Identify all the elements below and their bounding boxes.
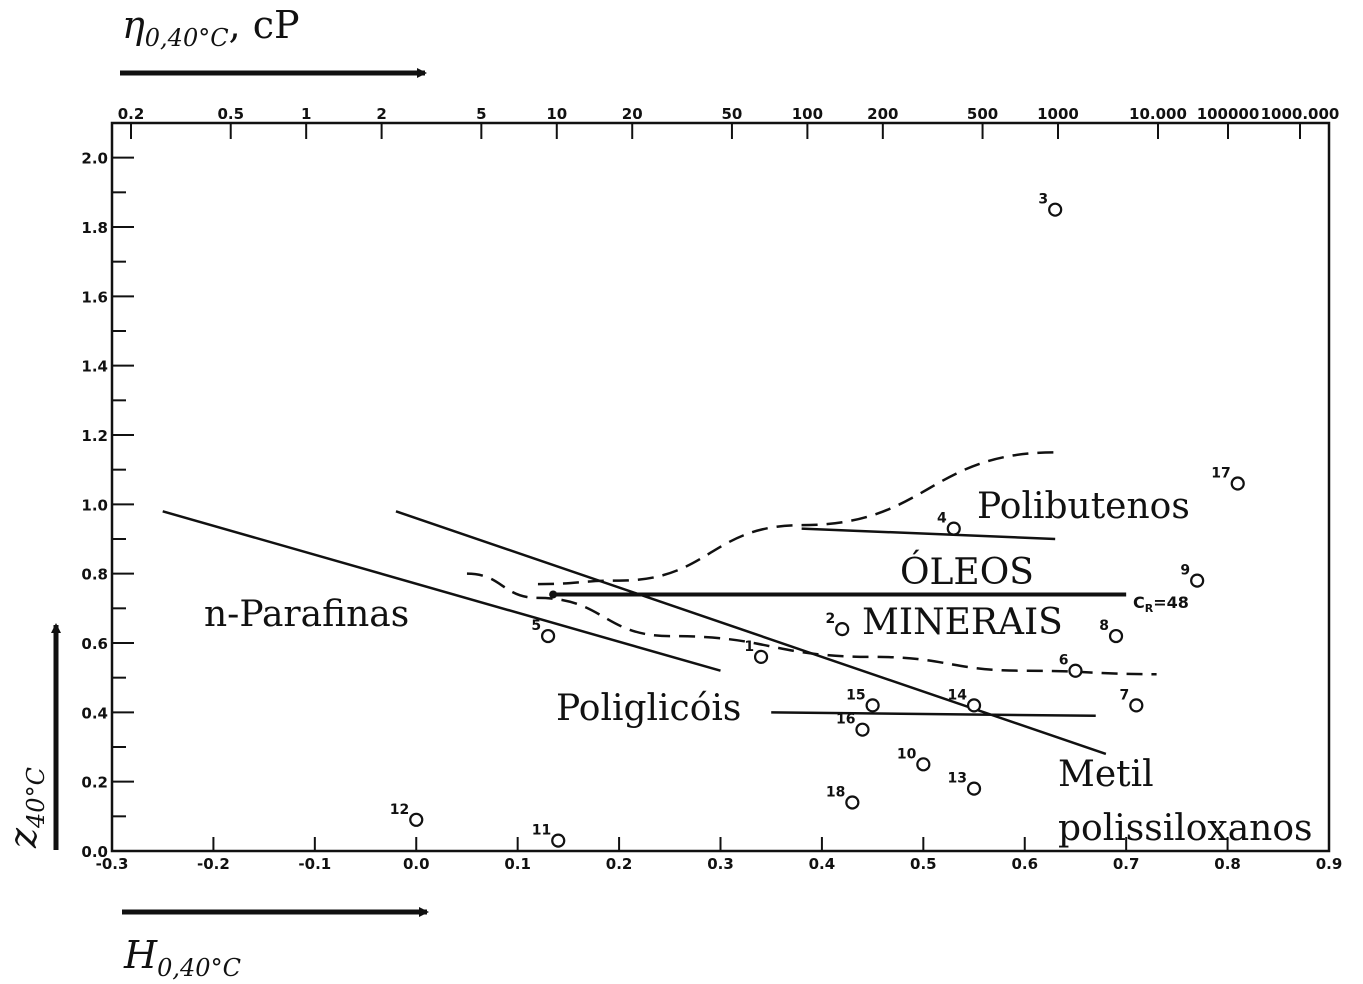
data-point-18 — [845, 795, 860, 810]
point-label-11: 11 — [532, 823, 551, 839]
y-tick-label: 0.6 — [81, 635, 108, 653]
series-line-3 — [801, 527, 1056, 541]
top-tick-label: 1000.000 — [1261, 105, 1340, 123]
data-point-11 — [551, 833, 566, 848]
point-label-1: 1 — [744, 639, 754, 655]
data-point-4 — [946, 521, 961, 536]
data-point-16 — [855, 722, 870, 737]
point-label-13: 13 — [948, 771, 967, 787]
point-label-5: 5 — [531, 618, 541, 634]
label-polissiloxanos: polissiloxanos — [1058, 808, 1313, 849]
y-tick-label: 0.4 — [81, 704, 108, 722]
x-tick-label: 0.3 — [707, 855, 734, 873]
data-point-8 — [1108, 628, 1124, 644]
y-axis-title: z40°C — [1, 767, 50, 849]
label-poliglicois: Poliglicóis — [556, 688, 741, 729]
data-point-6 — [1068, 663, 1083, 678]
data-point-10 — [916, 757, 931, 772]
point-label-8: 8 — [1099, 618, 1109, 634]
data-point-13 — [966, 781, 982, 796]
point-label-4: 4 — [937, 511, 947, 527]
top-tick-label: 1000 — [1037, 105, 1079, 123]
curves — [162, 451, 1157, 756]
data-point-2 — [835, 622, 850, 637]
data-point-15 — [865, 698, 880, 713]
x-tick-label: 0.8 — [1214, 855, 1241, 873]
top-tick-label: 200 — [867, 105, 898, 123]
data-point-14 — [966, 698, 982, 713]
top-tick-label: 10 — [546, 105, 567, 123]
point-label-16: 16 — [836, 712, 855, 728]
point-label-14: 14 — [948, 687, 968, 703]
point-label-17: 17 — [1211, 466, 1230, 482]
top-tick-label: 500 — [967, 105, 998, 123]
data-point-3 — [1048, 202, 1063, 217]
axis-ticks: -0.3 -0.2 -0.1 0.0 0.1 0.2 0.3 0.4 0.5 0.6 0.7 0.8 0… — [81, 105, 1342, 873]
y-tick-label: 1.4 — [81, 358, 108, 376]
point-label-6: 6 — [1059, 653, 1069, 669]
x-tick-label: 0.1 — [504, 855, 531, 873]
label-cr: CR=48 — [1133, 593, 1189, 615]
y-tick-label: 1.0 — [81, 496, 108, 514]
top-tick-label: 50 — [722, 105, 743, 123]
top-tick-label: 1 — [301, 105, 311, 123]
series-line-4 — [771, 711, 1096, 718]
x-tick-label: 0.5 — [910, 855, 937, 873]
data-point-17 — [1230, 476, 1245, 491]
top-tick-label: 0.2 — [118, 105, 145, 123]
top-tick-label: 100 — [792, 105, 823, 123]
point-label-12: 12 — [390, 802, 409, 818]
y-tick-label: 0.2 — [81, 774, 108, 792]
x-tick-label: -0.2 — [197, 855, 230, 873]
y-tick-label: 1.6 — [81, 288, 108, 306]
top-tick-label: 2 — [376, 105, 386, 123]
top-tick-label: 100000 — [1197, 105, 1260, 123]
data-point-1 — [753, 649, 769, 664]
top-tick-label: 10.000 — [1129, 105, 1187, 123]
x-tick-label: 0.2 — [606, 855, 633, 873]
point-label-2: 2 — [825, 611, 835, 627]
bottom-axis-title: H0,40°C — [123, 933, 241, 982]
y-tick-label: 1.2 — [81, 427, 108, 445]
top-tick-label: 5 — [476, 105, 486, 123]
top-tick-label: 20 — [622, 105, 643, 123]
top-tick-label: 0.5 — [217, 105, 244, 123]
series-line-7 — [466, 572, 1157, 676]
mineral-oil-start — [549, 590, 558, 599]
point-label-7: 7 — [1120, 687, 1130, 703]
x-tick-label: 0.0 — [403, 855, 430, 873]
x-tick-label: 0.4 — [809, 855, 836, 873]
point-label-10: 10 — [897, 746, 917, 762]
data-point-9 — [1190, 573, 1205, 588]
y-tick-label: 2.0 — [81, 150, 108, 168]
point-label-18: 18 — [826, 784, 845, 800]
x-tick-label: -0.1 — [298, 855, 331, 873]
x-tick-label: 0.6 — [1011, 855, 1038, 873]
point-label-9: 9 — [1180, 563, 1190, 579]
series-line-6 — [537, 451, 1056, 586]
label-nparafinas: n-Parafinas — [204, 594, 409, 635]
point-label-3: 3 — [1038, 192, 1048, 208]
x-tick-label: 0.9 — [1316, 855, 1343, 873]
label-metil: Metil — [1058, 754, 1154, 795]
y-tick-label: 1.8 — [81, 219, 108, 237]
label-oleos: ÓLEOS — [900, 551, 1034, 593]
y-tick-label: 0.0 — [81, 843, 108, 861]
series-line-1 — [162, 510, 721, 672]
point-label-15: 15 — [846, 687, 865, 703]
x-tick-label: -0.3 — [96, 855, 129, 873]
data-point-5 — [540, 628, 556, 644]
x-tick-label: 0.7 — [1113, 855, 1140, 873]
top-axis-title: η0,40°C, cP — [122, 3, 300, 52]
data-point-7 — [1129, 698, 1144, 713]
label-polibutenos: Polibutenos — [977, 486, 1190, 527]
data-point-12 — [409, 812, 424, 827]
label-minerais: MINERAIS — [862, 602, 1063, 643]
y-tick-label: 0.8 — [81, 566, 108, 584]
